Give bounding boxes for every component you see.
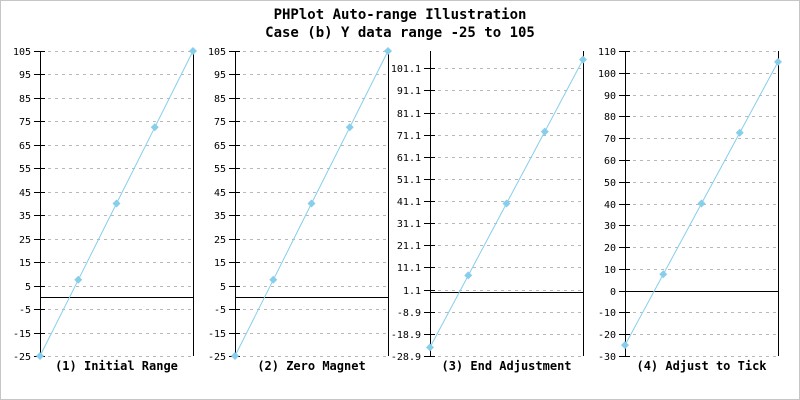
y-tick-label: 10 bbox=[604, 265, 616, 276]
y-tick-label: 110 bbox=[598, 47, 616, 58]
y-tick-label: 65 bbox=[19, 141, 31, 152]
y-tick-label: -25 bbox=[208, 352, 226, 363]
y-tick-label: -8.9 bbox=[397, 308, 421, 319]
y-tick-label: 55 bbox=[19, 164, 31, 175]
data-point-marker bbox=[345, 123, 354, 132]
subplot-3: -28.9 -18.9 -8.9 1.1 11.1 21.1 31.1 41.1 51.1 61.… bbox=[391, 51, 587, 373]
data-point-marker bbox=[697, 199, 706, 208]
y-tick-label: 11.1 bbox=[397, 263, 421, 274]
data-point-marker bbox=[735, 128, 744, 137]
y-tick-label: 21.1 bbox=[397, 241, 421, 252]
data-point-marker bbox=[464, 271, 473, 280]
y-tick-label: -20 bbox=[598, 330, 616, 341]
y-tick-label: 101.1 bbox=[391, 64, 421, 75]
data-point-marker bbox=[384, 47, 392, 55]
y-tick-label: 40 bbox=[604, 200, 616, 211]
data-point-marker bbox=[189, 47, 197, 55]
y-tick-label: 45 bbox=[19, 188, 31, 199]
y-tick-label: -15 bbox=[208, 329, 226, 340]
y-tick-label: 1.1 bbox=[403, 286, 421, 297]
y-tick-label: 0 bbox=[610, 287, 616, 298]
data-point-marker bbox=[579, 55, 587, 64]
y-tick-label: 35 bbox=[214, 211, 226, 222]
y-tick-label: 65 bbox=[214, 141, 226, 152]
data-point-marker bbox=[540, 127, 549, 136]
y-tick-label: 71.1 bbox=[397, 131, 421, 142]
y-tick-label: 95 bbox=[214, 70, 226, 81]
y-tick-label: 31.1 bbox=[397, 219, 421, 230]
y-tick-label: 5 bbox=[220, 282, 226, 293]
data-point-marker bbox=[774, 57, 782, 66]
subplot-title: (4) Adjust to Tick bbox=[636, 359, 767, 373]
y-tick-label: 105 bbox=[13, 47, 31, 58]
data-point-marker bbox=[621, 341, 629, 350]
subplot-title: (1) Initial Range bbox=[55, 359, 178, 373]
data-point-marker bbox=[36, 352, 44, 360]
y-tick-label: -25 bbox=[13, 352, 31, 363]
y-tick-label: 75 bbox=[214, 117, 226, 128]
y-tick-label: 105 bbox=[208, 47, 226, 58]
data-point-marker bbox=[502, 199, 511, 208]
subplot-title: (3) End Adjustment bbox=[441, 359, 571, 373]
y-tick-label: -28.9 bbox=[391, 352, 421, 363]
data-point-marker bbox=[231, 352, 239, 360]
data-point-marker bbox=[659, 270, 668, 279]
y-tick-label: -5 bbox=[214, 305, 226, 316]
y-tick-label: 15 bbox=[214, 258, 226, 269]
y-tick-label: 70 bbox=[604, 134, 616, 145]
y-tick-label: 51.1 bbox=[397, 175, 421, 186]
y-tick-label: 60 bbox=[604, 156, 616, 167]
y-tick-label: 20 bbox=[604, 243, 616, 254]
data-point-marker bbox=[269, 275, 278, 284]
y-tick-label: 81.1 bbox=[397, 109, 421, 120]
y-tick-label: 35 bbox=[19, 211, 31, 222]
y-tick-label: 91.1 bbox=[397, 86, 421, 97]
data-point-marker bbox=[74, 275, 83, 284]
subplot-title: (2) Zero Magnet bbox=[257, 359, 365, 373]
chart-title-line2: Case (b) Y data range -25 to 105 bbox=[265, 25, 535, 41]
subplot-1: -25 -15 -5 5 15 25 35 45 55 65 75 85 95 105 (1) Initia… bbox=[13, 47, 197, 373]
y-tick-label: 90 bbox=[604, 91, 616, 102]
y-tick-label: 30 bbox=[604, 221, 616, 232]
y-tick-label: 85 bbox=[214, 94, 226, 105]
data-point-marker bbox=[426, 343, 434, 352]
y-tick-label: 50 bbox=[604, 178, 616, 189]
y-tick-label: 85 bbox=[19, 94, 31, 105]
subplot-2: -25 -15 -5 5 15 25 35 45 55 65 75 85 95 105 (2) Zero M… bbox=[208, 47, 392, 373]
data-point-marker bbox=[112, 199, 121, 208]
y-tick-label: 100 bbox=[598, 69, 616, 80]
y-tick-label: 25 bbox=[19, 235, 31, 246]
y-tick-label: 15 bbox=[19, 258, 31, 269]
y-tick-label: -15 bbox=[13, 329, 31, 340]
y-tick-label: 55 bbox=[214, 164, 226, 175]
data-point-marker bbox=[307, 199, 316, 208]
subplot-4: -30 -20 -10 0 10 20 30 40 50 60 70 80 90 100 110 (4) Ad… bbox=[598, 47, 782, 373]
y-tick-label: -30 bbox=[598, 352, 616, 363]
y-tick-label: 61.1 bbox=[397, 153, 421, 164]
y-tick-label: 80 bbox=[604, 112, 616, 123]
y-tick-label: 5 bbox=[25, 282, 31, 293]
y-tick-label: -5 bbox=[19, 305, 31, 316]
y-tick-label: -18.9 bbox=[391, 330, 421, 341]
y-tick-label: 41.1 bbox=[397, 197, 421, 208]
y-tick-label: 45 bbox=[214, 188, 226, 199]
y-tick-label: 25 bbox=[214, 235, 226, 246]
y-tick-label: 75 bbox=[19, 117, 31, 128]
chart-title-line1: PHPlot Auto-range Illustration bbox=[273, 7, 527, 23]
y-tick-label: 95 bbox=[19, 70, 31, 81]
y-tick-label: -10 bbox=[598, 308, 616, 319]
data-point-marker bbox=[150, 123, 159, 132]
